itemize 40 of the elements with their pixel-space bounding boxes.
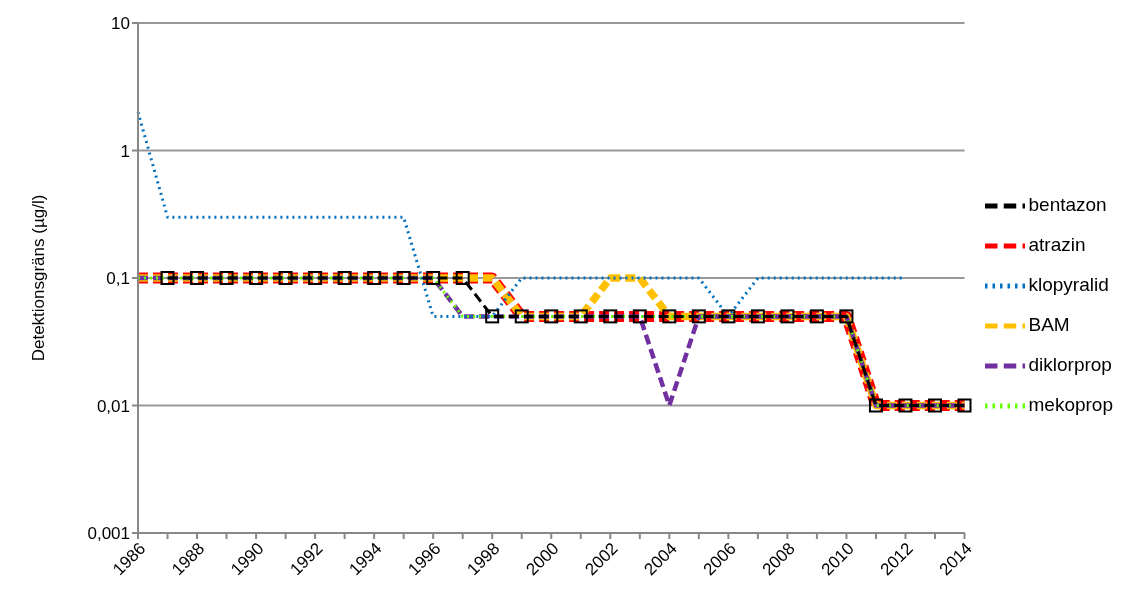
y-tick-label: 1 <box>120 141 130 161</box>
point <box>426 271 441 285</box>
point <box>809 309 824 324</box>
point <box>721 309 736 324</box>
point <box>396 271 411 285</box>
legend-label: atrazin <box>1028 233 1086 255</box>
point <box>927 398 942 413</box>
point <box>514 309 529 324</box>
point <box>898 398 913 413</box>
point <box>249 271 264 285</box>
point <box>691 309 706 324</box>
y-tick-label: 0,01 <box>96 396 130 416</box>
point <box>190 271 205 285</box>
legend-label: diklorprop <box>1028 353 1112 375</box>
point <box>839 309 854 324</box>
point <box>367 271 382 285</box>
point <box>573 309 588 324</box>
point <box>485 309 500 324</box>
point <box>337 271 352 285</box>
point <box>160 271 175 285</box>
point <box>750 309 765 324</box>
legend-label: bentazon <box>1028 193 1107 215</box>
point <box>603 309 618 324</box>
point <box>662 309 677 324</box>
point <box>278 271 293 285</box>
point <box>868 398 883 413</box>
y-tick-label: 0,001 <box>87 524 130 544</box>
y-tick-label: 0,1 <box>106 269 130 289</box>
legend-label: mekoprop <box>1028 393 1113 415</box>
point <box>632 309 647 324</box>
point <box>957 398 972 413</box>
point <box>308 271 323 285</box>
y-tick-label: 10 <box>111 14 130 34</box>
point <box>219 271 234 285</box>
y-axis-title: Detektionsgräns (µg/l) <box>29 194 49 362</box>
point <box>544 309 559 324</box>
legend-label: klopyralid <box>1028 273 1109 295</box>
point <box>455 271 470 285</box>
legend-label: BAM <box>1028 313 1070 335</box>
point <box>780 309 795 324</box>
